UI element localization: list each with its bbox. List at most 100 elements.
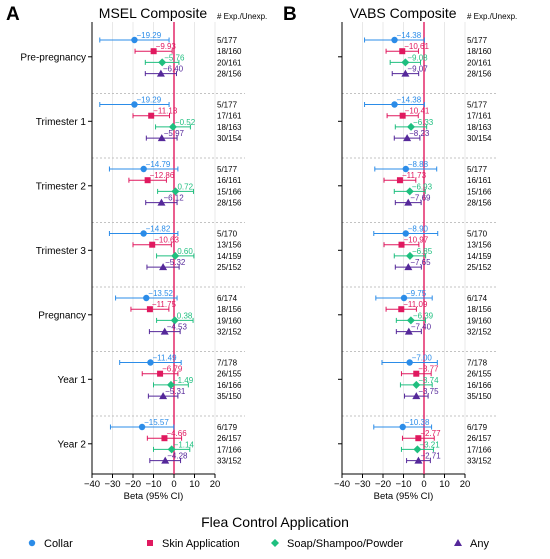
count-label: 6/174 <box>467 294 488 303</box>
estimate-label-collar: −8.88 <box>408 160 429 169</box>
estimate-label-skin-application: −11.73 <box>402 171 427 180</box>
point-soap-shampoo-powder <box>405 187 414 196</box>
point-any <box>157 134 166 142</box>
count-label: 13/156 <box>467 241 492 250</box>
point-any <box>401 69 410 77</box>
panel-title: VABS Composite <box>349 5 456 21</box>
count-label: 5/177 <box>217 36 238 45</box>
point-skin-application <box>398 306 405 313</box>
count-label: 32/152 <box>217 328 242 337</box>
point-skin-application <box>146 306 153 313</box>
estimate-label-skin-application: −11.75 <box>152 300 177 309</box>
point-collar <box>131 36 138 44</box>
count-label: 16/166 <box>467 381 492 390</box>
x-tick-label: −40 <box>84 479 100 490</box>
count-label: 17/161 <box>217 112 242 121</box>
point-collar <box>406 359 413 366</box>
estimate-label-soap-shampoo-powder: −9.08 <box>407 53 428 62</box>
legend-marker-any <box>454 539 462 546</box>
x-tick-label: −30 <box>354 479 370 490</box>
point-skin-application <box>144 177 151 184</box>
count-label: 5/177 <box>467 36 488 45</box>
estimate-label-any: −7.65 <box>410 258 431 267</box>
x-tick-label: 20 <box>460 479 471 490</box>
count-label: 18/163 <box>217 123 242 132</box>
count-label: 16/161 <box>217 176 242 185</box>
x-axis-label: Beta (95% CI) <box>124 491 184 502</box>
estimate-label-any: −5.31 <box>165 387 186 396</box>
estimate-label-soap-shampoo-powder: 0.60 <box>177 247 193 256</box>
estimate-label-skin-application: −4.66 <box>166 429 187 438</box>
point-skin-application <box>396 177 403 184</box>
point-any <box>161 456 170 464</box>
estimate-label-collar: −10.38 <box>405 418 430 427</box>
point-any <box>403 134 412 142</box>
estimate-label-collar: −14.38 <box>397 96 422 105</box>
x-axis-label: Beta (95% CI) <box>374 491 434 502</box>
point-collar <box>131 101 138 108</box>
count-label: 5/177 <box>217 165 238 174</box>
category-label: Pre-pregnancy <box>20 52 86 63</box>
point-skin-application <box>148 112 155 119</box>
estimate-label-collar: −14.38 <box>397 31 422 40</box>
count-label: 25/152 <box>467 263 492 272</box>
estimate-label-collar: −9.75 <box>406 289 427 298</box>
estimate-label-soap-shampoo-powder: 0.38 <box>177 311 193 320</box>
estimate-label-collar: −8.90 <box>408 225 429 234</box>
count-label: 5/170 <box>467 230 488 239</box>
panel-letter: A <box>6 4 20 25</box>
estimate-label-collar: −14.79 <box>146 160 171 169</box>
x-tick-label: −30 <box>104 479 120 490</box>
count-label: 28/156 <box>467 199 492 208</box>
legend-title: Flea Control Application <box>201 514 349 530</box>
count-label: 33/152 <box>467 457 492 466</box>
estimate-label-collar: −11.49 <box>152 354 177 363</box>
x-tick-label: −10 <box>395 479 411 490</box>
estimate-label-soap-shampoo-powder: −1.14 <box>174 440 195 449</box>
point-any <box>157 198 166 206</box>
count-label: 28/156 <box>217 199 242 208</box>
point-any <box>412 392 421 400</box>
category-label: Trimester 2 <box>36 181 87 192</box>
point-soap-shampoo-powder <box>167 445 176 454</box>
category-label: Year 2 <box>57 439 86 450</box>
count-label: 16/161 <box>467 176 492 185</box>
point-skin-application <box>157 370 164 377</box>
count-label: 35/150 <box>217 392 242 401</box>
point-any <box>404 263 413 271</box>
estimate-label-any: −6.40 <box>163 65 184 74</box>
count-label: 18/156 <box>467 305 492 314</box>
count-label: 19/160 <box>467 316 492 325</box>
point-collar <box>143 294 150 302</box>
point-skin-application <box>149 241 156 248</box>
point-collar <box>140 230 147 237</box>
x-tick-label: 0 <box>171 479 176 490</box>
count-label: 14/159 <box>467 252 492 261</box>
count-label: 6/179 <box>217 423 238 432</box>
x-tick-label: −10 <box>145 479 161 490</box>
point-skin-application <box>150 48 157 55</box>
estimate-label-soap-shampoo-powder: 0.72 <box>177 182 193 191</box>
count-label: 17/161 <box>467 112 492 121</box>
estimate-label-any: −5.32 <box>165 258 186 267</box>
point-soap-shampoo-powder <box>171 251 180 260</box>
estimate-label-soap-shampoo-powder: −3.74 <box>418 376 439 385</box>
estimate-label-skin-application: −11.09 <box>403 300 428 309</box>
count-label: 16/166 <box>217 381 242 390</box>
estimate-label-collar: −19.29 <box>136 31 161 40</box>
category-label: Pregnancy <box>38 310 86 321</box>
point-collar <box>140 165 147 173</box>
point-collar <box>400 294 408 302</box>
estimate-label-skin-application: −12.86 <box>150 171 175 180</box>
estimate-label-any: −7.40 <box>411 323 432 332</box>
counts-header: # Exp./Unexp. <box>217 12 267 21</box>
point-skin-application <box>398 241 405 248</box>
category-label: Year 1 <box>57 375 86 386</box>
estimate-label-soap-shampoo-powder: −6.93 <box>412 182 433 191</box>
point-skin-application <box>413 370 420 377</box>
estimate-label-soap-shampoo-powder: −3.21 <box>419 440 440 449</box>
point-collar <box>147 359 154 366</box>
count-label: 15/166 <box>467 187 492 196</box>
count-label: 26/157 <box>217 434 242 443</box>
